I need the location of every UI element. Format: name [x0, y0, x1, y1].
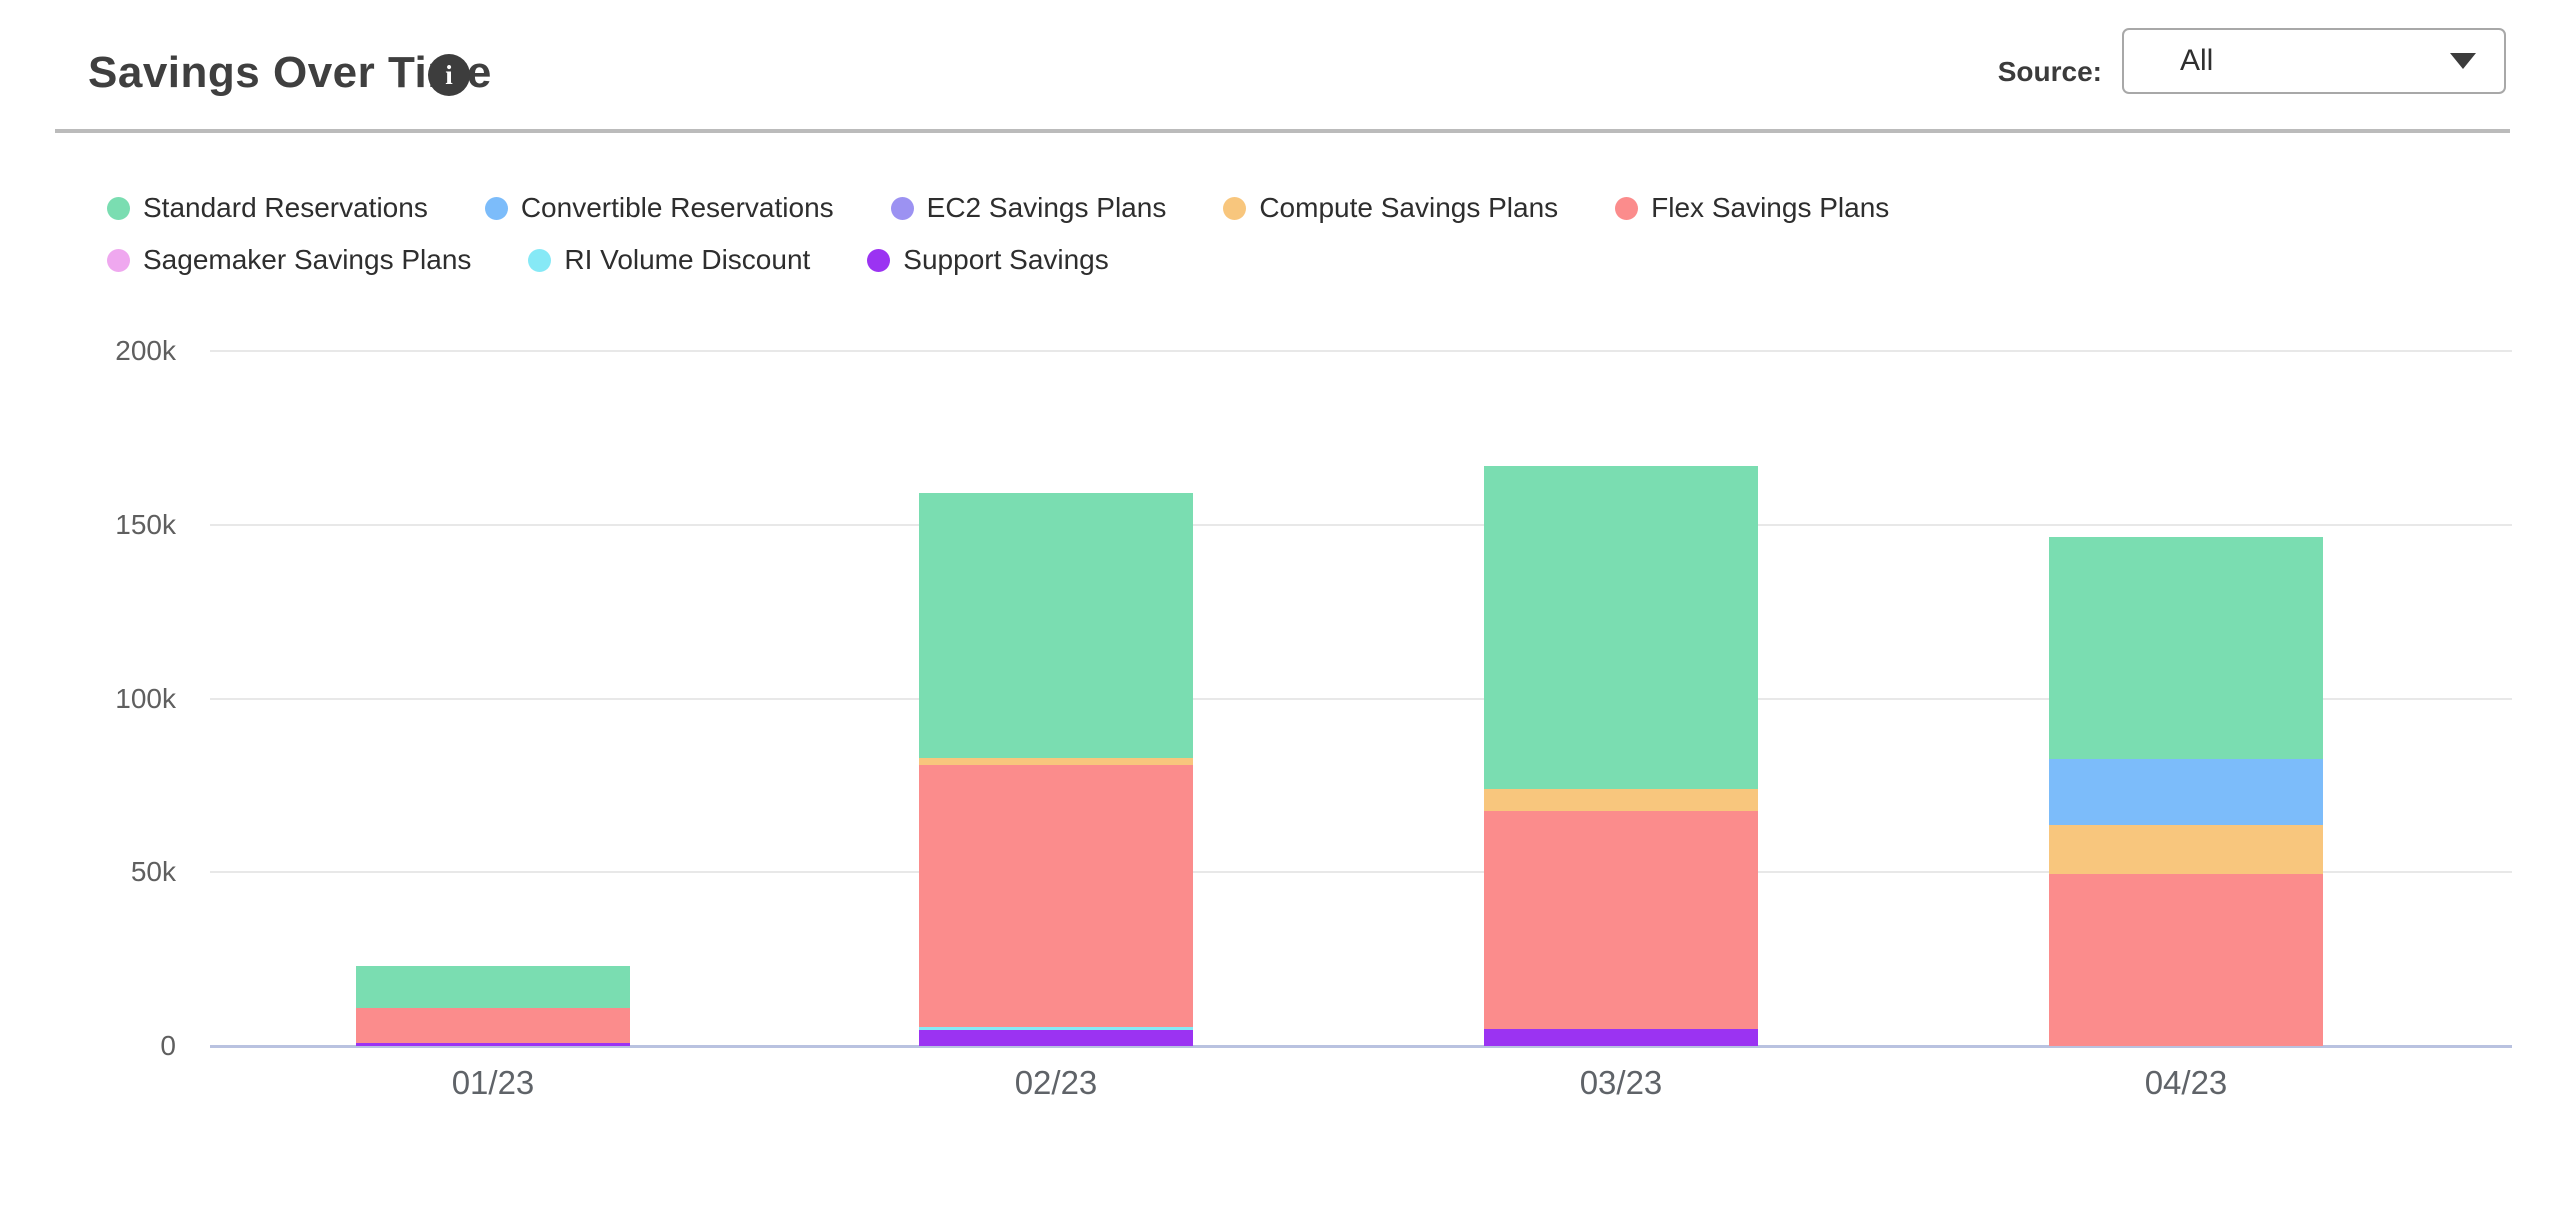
grid-line	[210, 871, 2512, 874]
x-axis-tick-label: 01/23	[451, 1064, 535, 1101]
chart-legend: Standard Reservations Convertible Reserva…	[107, 190, 2257, 278]
source-dropdown-value: All	[2180, 44, 2214, 77]
source-filter-label: Source:	[1997, 56, 2102, 87]
bar-segment-compute-savings-plans[interactable]	[1484, 788, 1758, 812]
bar-segment-support-savings[interactable]	[919, 1030, 1193, 1046]
legend-dot-icon	[1223, 196, 1247, 220]
legend-label: Support Savings	[903, 244, 1109, 275]
bar-segment-flex-savings-plans[interactable]	[1484, 811, 1758, 1029]
legend-item-sagemaker-savings-plans[interactable]: Sagemaker Savings Plans	[107, 242, 471, 278]
x-axis-tick-label: 02/23	[1014, 1064, 1098, 1101]
legend-item-ri-volume-discount[interactable]: RI Volume Discount	[528, 242, 810, 278]
legend-label: Sagemaker Savings Plans	[143, 244, 472, 275]
y-axis-tick-label: 200k	[115, 335, 176, 366]
legend-label: EC2 Savings Plans	[926, 192, 1167, 223]
bar-segment-flex-savings-plans[interactable]	[356, 1007, 630, 1043]
y-axis-tick-label: 150k	[115, 508, 176, 540]
bar-segment-standard-reservations[interactable]	[356, 966, 630, 1008]
bar-segment-flex-savings-plans[interactable]	[919, 764, 1193, 1027]
legend-label: Flex Savings Plans	[1651, 192, 1890, 223]
legend-item-flex-savings-plans[interactable]: Flex Savings Plans	[1615, 190, 1889, 226]
grid-line	[210, 350, 2512, 352]
legend-item-compute-savings-plans[interactable]: Compute Savings Plans	[1223, 190, 1558, 226]
legend-dot-icon	[867, 248, 891, 272]
bar-segment-standard-reservations[interactable]	[1484, 465, 1758, 789]
legend-item-ec2-savings-plans[interactable]: EC2 Savings Plans	[890, 190, 1167, 226]
bar-segment-standard-reservations[interactable]	[2049, 536, 2323, 760]
x-axis-line	[210, 1045, 2512, 1048]
page-title: Savings Over Time	[88, 48, 492, 97]
bar-segment-compute-savings-plans[interactable]	[919, 757, 1193, 765]
info-icon[interactable]: i	[428, 54, 470, 96]
legend-dot-icon	[890, 196, 914, 220]
bar-segment-flex-savings-plans[interactable]	[2049, 873, 2323, 1046]
header-divider	[55, 129, 2510, 133]
source-dropdown[interactable]: All	[2122, 28, 2506, 94]
bar-segment-ri-volume-discount[interactable]	[919, 1026, 1193, 1031]
legend-item-convertible-reservations[interactable]: Convertible Reservations	[484, 190, 834, 226]
legend-label: Compute Savings Plans	[1259, 192, 1559, 223]
legend-item-support-savings[interactable]: Support Savings	[867, 242, 1109, 278]
chevron-down-icon	[2450, 53, 2476, 69]
y-axis-tick-label: 0	[160, 1030, 176, 1061]
legend-dot-icon	[107, 248, 130, 272]
legend-label: Standard Reservations	[143, 192, 428, 223]
bar-segment-support-savings[interactable]	[356, 1042, 630, 1046]
legend-item-standard-reservations[interactable]: Standard Reservations	[107, 190, 428, 226]
grid-line	[210, 697, 2512, 700]
x-axis-tick-label: 04/23	[2144, 1064, 2228, 1101]
legend-dot-icon	[1615, 196, 1639, 220]
grid-line	[210, 523, 2512, 526]
y-axis-tick-label: 100k	[115, 682, 176, 714]
x-axis-tick-label: 03/23	[1579, 1064, 1663, 1101]
bar-segment-support-savings[interactable]	[1484, 1028, 1758, 1046]
legend-dot-icon	[107, 196, 130, 220]
legend-label: Convertible Reservations	[520, 192, 834, 223]
bar-segment-standard-reservations[interactable]	[919, 493, 1193, 758]
bar-segment-compute-savings-plans[interactable]	[2049, 825, 2323, 874]
bar-segment-convertible-reservations[interactable]	[2049, 759, 2323, 826]
legend-dot-icon	[528, 248, 552, 272]
y-axis-tick-label: 50k	[130, 856, 176, 888]
legend-dot-icon	[484, 196, 508, 220]
legend-label: RI Volume Discount	[564, 244, 811, 275]
